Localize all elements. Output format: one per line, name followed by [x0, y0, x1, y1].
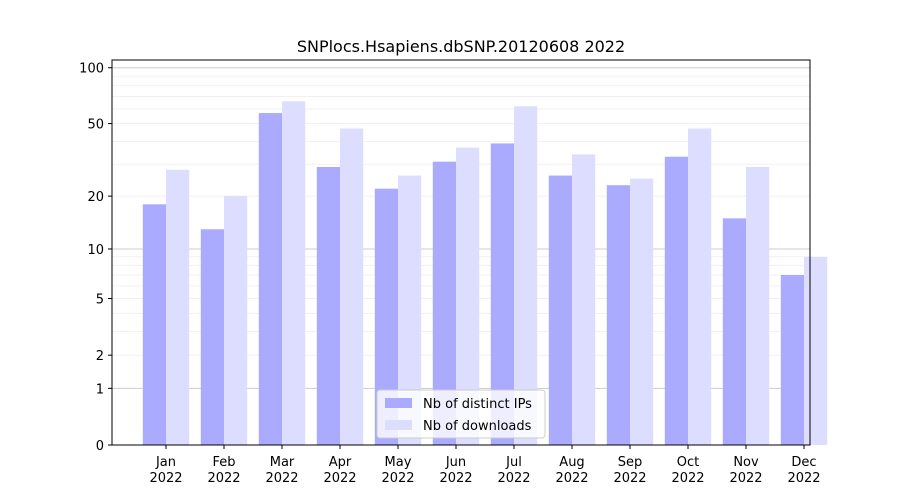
x-tick-label-year: 2022: [323, 471, 356, 486]
bar-ips: [606, 185, 630, 445]
legend-swatch-downloads: [385, 420, 412, 430]
x-tick-label-month: May: [385, 455, 412, 470]
bar-downloads: [572, 154, 596, 445]
x-tick-label-year: 2022: [671, 471, 704, 486]
x-tick-label-year: 2022: [787, 471, 820, 486]
y-tick-label: 2: [96, 349, 104, 364]
x-tick-label-month: Sep: [618, 455, 643, 470]
x-tick-label-year: 2022: [555, 471, 588, 486]
bar-downloads: [804, 256, 828, 445]
x-tick-label-month: Nov: [733, 455, 759, 470]
y-tick-label: 100: [79, 62, 104, 77]
x-tick-label-year: 2022: [729, 471, 762, 486]
y-tick-label: 1: [96, 382, 104, 397]
bar-downloads: [340, 128, 364, 445]
y-axis: 0 1 2 5 10 20 50 100: [79, 62, 112, 454]
bar-ips: [664, 156, 688, 446]
x-axis: Jan2022Feb2022Mar2022Apr2022May2022Jun20…: [149, 445, 821, 486]
x-tick-label-year: 2022: [439, 471, 472, 486]
legend-box: [376, 389, 546, 439]
y-tick-label: 5: [96, 293, 104, 308]
bar-downloads: [224, 196, 248, 445]
bar-ips: [432, 161, 456, 445]
x-tick-label-year: 2022: [497, 471, 530, 486]
bar-ips: [258, 113, 282, 445]
bar-downloads: [282, 101, 306, 446]
plot-frame: [111, 59, 811, 446]
x-tick-label-month: Aug: [559, 455, 584, 470]
bar-downloads: [166, 169, 190, 445]
x-tick-label-month: Feb: [212, 455, 235, 470]
bar-downloads: [630, 178, 654, 445]
x-tick-label-month: Dec: [791, 455, 816, 470]
bar-downloads: [514, 106, 538, 445]
y-tick-label: 0: [96, 439, 104, 454]
x-tick-label-month: Oct: [677, 455, 699, 470]
y-tick-label: 10: [87, 243, 104, 258]
bar-downloads: [456, 147, 480, 445]
bar-ips: [200, 229, 224, 445]
bar-downloads: [688, 128, 712, 445]
x-tick-label-month: Apr: [329, 455, 352, 470]
bar-ips: [780, 275, 804, 445]
x-tick-label-month: Jun: [445, 455, 466, 470]
chart-title: SNPlocs.Hsapiens.dbSNP.20120608 2022: [297, 37, 625, 56]
bars: [142, 101, 828, 446]
bar-ips: [142, 204, 166, 445]
legend: Nb of distinct IPs Nb of downloads: [376, 389, 546, 439]
legend-label-downloads: Nb of downloads: [423, 419, 532, 434]
bar-downloads: [746, 166, 770, 445]
bar-ips: [374, 188, 398, 445]
x-tick-label-month: Jul: [505, 455, 522, 470]
bar-ips: [722, 218, 746, 445]
bar-ips: [548, 175, 572, 445]
x-tick-label-year: 2022: [149, 471, 182, 486]
bar-downloads: [398, 175, 422, 445]
x-tick-label-year: 2022: [207, 471, 240, 486]
y-tick-label: 20: [87, 190, 104, 205]
bar-ips: [490, 143, 514, 445]
x-tick-label-year: 2022: [381, 471, 414, 486]
x-tick-label-year: 2022: [265, 471, 298, 486]
x-tick-label-year: 2022: [613, 471, 646, 486]
bar-ips: [316, 166, 340, 445]
x-tick-label-month: Jan: [155, 455, 176, 470]
legend-swatch-ips: [385, 398, 412, 408]
y-tick-label: 50: [87, 118, 104, 133]
legend-label-ips: Nb of distinct IPs: [423, 397, 532, 412]
x-tick-label-month: Mar: [270, 455, 295, 470]
